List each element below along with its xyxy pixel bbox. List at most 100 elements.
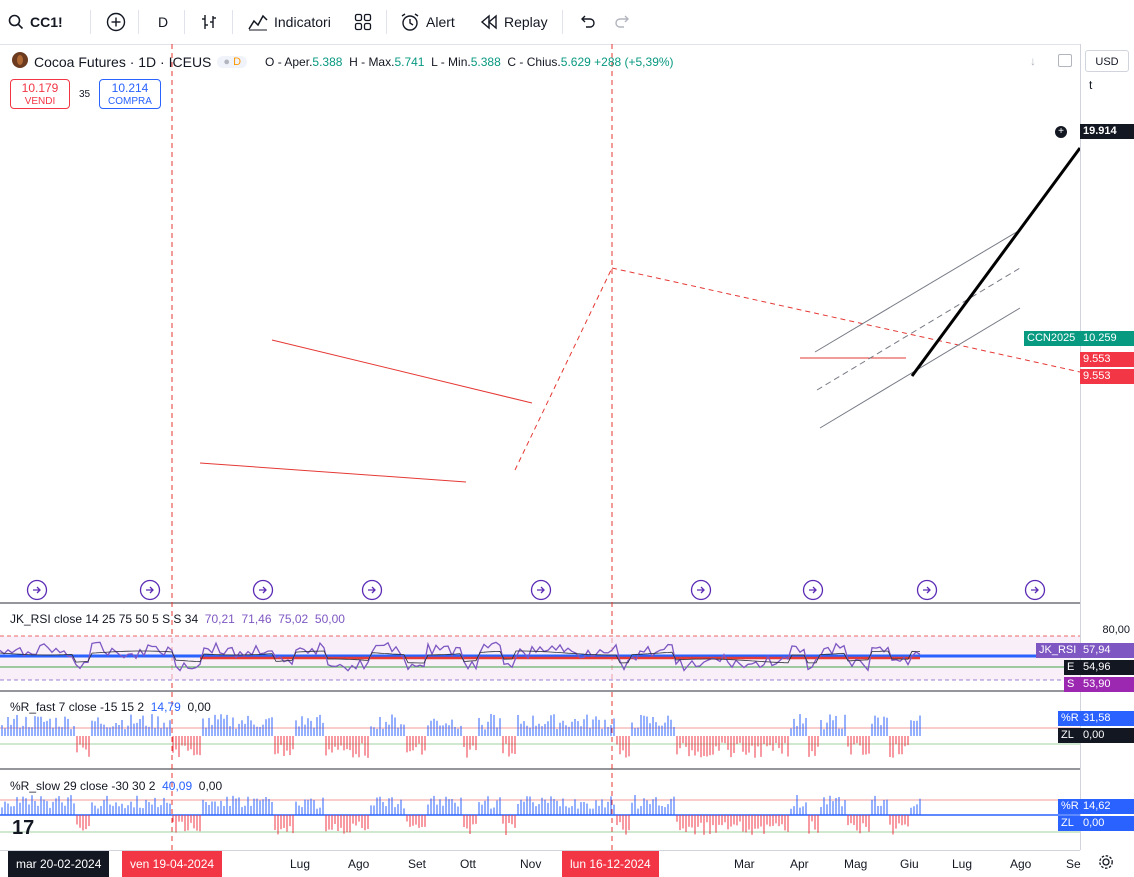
- rsi-e-name: E: [1064, 660, 1080, 675]
- settings-gear-icon[interactable]: [1098, 854, 1114, 875]
- time-tick: Ago: [1010, 857, 1032, 871]
- session-markers[interactable]: [26, 579, 1046, 601]
- rfast-value-tag: 31,58: [1080, 711, 1134, 726]
- trendline[interactable]: [271, 339, 533, 404]
- time-tick: Apr: [790, 857, 809, 871]
- indicators-icon: [248, 13, 268, 31]
- rfast-zl-value: 0,00: [1080, 728, 1134, 743]
- grid-icon: [354, 13, 372, 31]
- arrow-right-icon: [368, 586, 376, 594]
- sell-button[interactable]: 10.179 VENDI: [10, 79, 70, 109]
- undo-button[interactable]: [578, 0, 596, 44]
- ascending-channel[interactable]: [814, 229, 1021, 429]
- rfast-legend[interactable]: %R_fast 7 close -15 15 2 14,79 0,00: [10, 700, 211, 714]
- indicators-button[interactable]: Indicatori: [248, 0, 331, 44]
- rsi-s-name: S: [1064, 677, 1080, 692]
- arrow-right-icon: [923, 586, 931, 594]
- rsi-line: [0, 641, 921, 672]
- rslow-value-tag: 14,62: [1080, 799, 1134, 814]
- data-badge: ● D: [217, 55, 248, 68]
- ohlc-values: O - Aper.5.388 H - Max.5.741 L - Min.5.3…: [265, 54, 674, 69]
- alarm-clock-icon: [400, 12, 420, 32]
- level-tag: 9.553: [1080, 352, 1134, 367]
- time-tick: Mar: [734, 857, 755, 871]
- arrow-right-icon: [537, 586, 545, 594]
- indicators-label: Indicatori: [274, 14, 331, 30]
- divider: [562, 10, 563, 34]
- time-tick: Nov: [520, 857, 542, 871]
- rsi-legend[interactable]: JK_RSI close 14 25 75 50 5 S S 34 70,21 …: [10, 612, 345, 626]
- arrow-right-icon: [1031, 586, 1039, 594]
- trendline-dashed[interactable]: [514, 267, 613, 471]
- divider: [138, 10, 139, 34]
- divider: [184, 10, 185, 34]
- trendline[interactable]: [199, 462, 467, 483]
- rsi-s-value: 53,90: [1080, 677, 1134, 692]
- replay-button[interactable]: Replay: [480, 0, 548, 44]
- arrow-down-icon[interactable]: ↓: [1030, 54, 1036, 68]
- time-tick: Mag: [844, 857, 868, 871]
- time-axis[interactable]: mar 20-02-2024 ven 19-04-2024 lun 16-12-…: [0, 850, 1081, 877]
- rsi-pane[interactable]: [0, 635, 1080, 681]
- time-tick: Se: [1066, 857, 1081, 871]
- rslow-name-tag: %R: [1058, 799, 1080, 814]
- channel-lower[interactable]: [819, 307, 1021, 429]
- time-tick: Lug: [290, 857, 311, 871]
- divider: [90, 10, 91, 34]
- interval-label: D: [158, 14, 169, 30]
- alert-button[interactable]: Alert: [400, 0, 455, 44]
- time-tick: Giu: [900, 857, 919, 871]
- williams-r-slow-pane[interactable]: [0, 795, 1080, 835]
- williams-r-fast-pane[interactable]: [0, 714, 1080, 758]
- channel-upper[interactable]: [814, 229, 1021, 353]
- currency-selector[interactable]: USD: [1085, 50, 1129, 72]
- arrow-right-icon: [697, 586, 705, 594]
- plus-circle-icon: [106, 12, 126, 32]
- triangle-trendlines[interactable]: [199, 267, 1080, 483]
- arrow-right-icon: [259, 586, 267, 594]
- redo-button[interactable]: [614, 0, 632, 44]
- search-icon: [8, 14, 24, 30]
- buy-button[interactable]: 10.214 COMPRA: [99, 79, 161, 109]
- channel-median[interactable]: [816, 267, 1021, 391]
- add-alert-icon[interactable]: +: [1054, 125, 1068, 139]
- chart-type-button[interactable]: [200, 0, 218, 44]
- time-tick: Set: [408, 857, 427, 871]
- rsi-e-value: 54,96: [1080, 660, 1134, 675]
- divider: [232, 10, 233, 34]
- symbol-label: CC1!: [30, 14, 63, 30]
- symbol-search-button[interactable]: CC1!: [8, 0, 63, 44]
- replay-label: Replay: [504, 14, 548, 30]
- spread-value: 35: [79, 89, 91, 100]
- axis-unit: t: [1089, 78, 1093, 92]
- instrument-title[interactable]: Cocoa Futures · 1D · ICEUS: [34, 53, 212, 70]
- rsi-tick: 80,00: [1102, 624, 1130, 636]
- bar-chart-icon: [200, 13, 218, 31]
- compare-button[interactable]: [106, 0, 126, 44]
- tradingview-logo[interactable]: 17: [12, 817, 34, 839]
- layouts-button[interactable]: [354, 0, 372, 44]
- redo-icon: [614, 15, 632, 29]
- chart-canvas[interactable]: 1,618 (18.100)1 (14.099)0 (7.625) (I)VII…: [0, 44, 1080, 850]
- cocoa-logo-icon: [12, 52, 28, 71]
- time-tick: Ago: [348, 857, 370, 871]
- rslow-legend[interactable]: %R_slow 29 close -30 30 2 40,09 0,00: [10, 779, 223, 793]
- date-badge: mar 20-02-2024: [8, 851, 110, 877]
- arrow-right-icon: [809, 586, 817, 594]
- undo-icon: [578, 15, 596, 29]
- rsi-value-tag: 57,94: [1080, 643, 1134, 658]
- chart-legend: Cocoa Futures · 1D · ICEUS ● D O - Aper.…: [12, 52, 674, 71]
- trendline-dashed[interactable]: [611, 267, 1080, 373]
- svg-text:17: 17: [12, 817, 34, 839]
- interval-button[interactable]: D: [158, 0, 168, 44]
- arrow-right-icon: [146, 586, 154, 594]
- top-toolbar: CC1! D Indicatori Alert R: [0, 0, 1134, 45]
- rslow-zl-value: 0,00: [1080, 816, 1134, 831]
- symbol-tag: CCN2025: [1024, 331, 1080, 346]
- maximize-icon[interactable]: [1058, 54, 1072, 67]
- rsi-smooth-line: [0, 650, 921, 664]
- projection-line[interactable]: [910, 147, 1080, 377]
- arrow-right-icon: [33, 586, 41, 594]
- target-price-tag[interactable]: + 19.914: [1054, 124, 1134, 139]
- divider: [386, 10, 387, 34]
